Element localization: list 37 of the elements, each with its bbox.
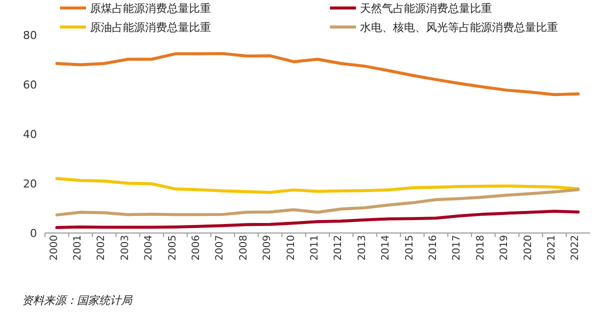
x-tick-label: 2007 — [214, 235, 226, 260]
x-tick-label: 2018 — [475, 235, 486, 260]
y-tick-label: 0 — [30, 227, 37, 240]
legend-label: 原油占能源消费总量比重 — [90, 21, 211, 34]
x-tick-label: 2004 — [144, 235, 155, 260]
line-series — [55, 188, 580, 216]
x-tick-label: 2009 — [262, 235, 274, 260]
x-tick-label: 2000 — [48, 235, 60, 260]
line-series — [55, 210, 580, 230]
x-tick-label: 2017 — [452, 235, 463, 260]
legend-label: 天然气占能源消费总量比重 — [360, 2, 492, 15]
legend-label: 水电、核电、风光等占能源消费总量比重 — [360, 21, 558, 34]
legend-label: 原煤占能源消费总量比重 — [90, 2, 211, 15]
x-tick-label: 2012 — [333, 235, 344, 260]
x-tick-label: 2001 — [72, 235, 84, 260]
x-tick-label: 2020 — [522, 235, 534, 260]
x-tick-label: 2013 — [356, 235, 368, 260]
text: 资料来源：国家统计局 — [22, 294, 133, 307]
line-series — [55, 177, 580, 194]
y-tick-label: 20 — [23, 178, 37, 190]
x-tick-label: 2010 — [286, 235, 297, 260]
y-tick-label: 80 — [23, 29, 37, 42]
x-tick-label: 2003 — [120, 235, 131, 260]
x-tick-label: 2015 — [404, 235, 416, 260]
y-tick-label: 40 — [23, 128, 37, 141]
x-tick-label: 2019 — [499, 235, 510, 260]
x-tick-label: 2002 — [96, 235, 108, 260]
x-tick-label: 2016 — [428, 235, 439, 260]
line-series — [55, 52, 580, 96]
x-tick-label: 2021 — [546, 235, 558, 260]
y-tick-label: 60 — [23, 78, 37, 92]
x-tick-label: 2022 — [570, 235, 582, 260]
x-tick-label: 2011 — [310, 235, 320, 260]
x-tick-label: 2006 — [191, 235, 202, 260]
x-tick-label: 2005 — [167, 235, 178, 260]
x-tick-label: 2008 — [238, 235, 250, 260]
x-tick-label: 2014 — [380, 235, 392, 260]
